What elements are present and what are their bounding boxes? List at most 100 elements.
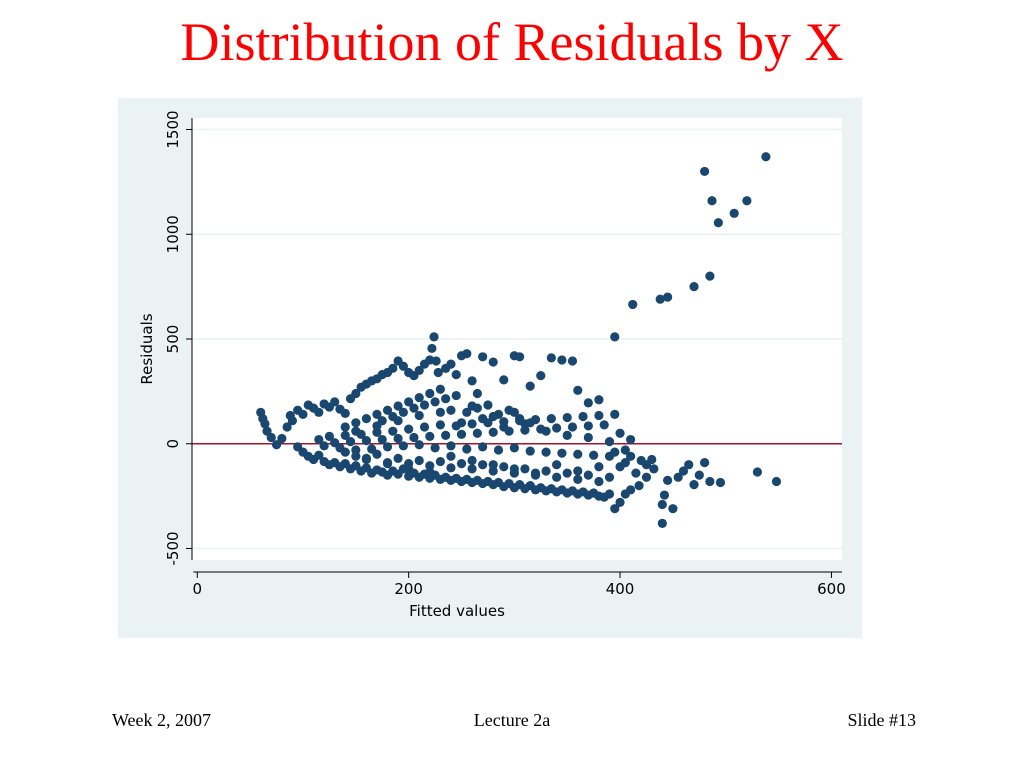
data-point xyxy=(615,428,625,438)
data-point xyxy=(761,152,771,162)
footer-slide-number: Slide #13 xyxy=(847,710,916,730)
data-points xyxy=(256,152,782,528)
data-point xyxy=(314,434,324,445)
footer-date: Week 2, 2007 xyxy=(112,710,212,730)
data-point xyxy=(393,453,403,464)
data-point xyxy=(499,375,509,385)
y-tick-label: 0 xyxy=(164,439,182,449)
data-point xyxy=(552,423,562,433)
data-point xyxy=(409,432,419,443)
data-point xyxy=(467,376,477,386)
data-point xyxy=(345,437,356,447)
data-point xyxy=(446,451,456,461)
data-point xyxy=(388,363,398,373)
data-point xyxy=(435,420,445,430)
data-point xyxy=(478,460,488,470)
data-point xyxy=(393,401,403,411)
data-point xyxy=(478,442,488,452)
data-point xyxy=(446,463,456,473)
data-point xyxy=(404,397,414,407)
data-point xyxy=(456,418,467,428)
data-point xyxy=(594,462,604,472)
data-point xyxy=(634,481,644,491)
y-tick-label: 500 xyxy=(164,325,182,354)
data-point xyxy=(456,459,467,469)
data-point xyxy=(372,449,382,459)
data-point xyxy=(425,467,435,477)
data-point xyxy=(427,343,437,354)
data-point xyxy=(583,421,593,431)
data-point xyxy=(446,405,456,415)
data-point xyxy=(260,419,270,429)
data-point xyxy=(282,422,292,432)
data-point xyxy=(663,292,673,302)
x-tick-label: 0 xyxy=(193,580,203,598)
data-point xyxy=(663,475,673,485)
data-point xyxy=(430,443,440,453)
axes: -500 0 500 1000 1500 0 200 400 600 xyxy=(164,110,846,598)
data-point xyxy=(467,455,477,466)
data-point xyxy=(441,394,451,404)
data-point xyxy=(488,460,498,470)
data-point xyxy=(615,497,625,507)
data-point xyxy=(626,485,636,495)
data-point xyxy=(689,282,699,292)
data-point xyxy=(668,504,678,514)
data-point xyxy=(752,467,763,477)
data-point xyxy=(515,352,525,362)
data-point xyxy=(604,451,615,461)
data-point xyxy=(488,466,498,476)
data-point xyxy=(689,479,699,490)
data-point xyxy=(659,490,670,500)
data-point xyxy=(626,434,636,445)
data-point xyxy=(541,447,551,457)
data-point xyxy=(610,409,620,420)
data-point xyxy=(462,349,472,359)
data-point xyxy=(657,518,667,528)
data-point xyxy=(541,466,551,476)
data-point xyxy=(647,454,657,465)
data-point xyxy=(467,419,477,429)
data-point xyxy=(541,426,551,436)
data-point xyxy=(462,444,472,454)
data-point xyxy=(351,418,361,428)
data-point xyxy=(488,427,498,437)
data-point xyxy=(298,409,308,420)
data-point xyxy=(573,474,583,484)
data-point xyxy=(425,388,435,399)
data-point xyxy=(509,464,519,474)
data-point xyxy=(573,466,583,476)
data-point xyxy=(446,441,456,451)
data-point xyxy=(493,445,504,455)
data-point xyxy=(351,445,361,455)
data-point xyxy=(657,499,667,510)
data-point xyxy=(631,468,641,478)
data-point xyxy=(509,443,519,453)
data-point xyxy=(414,365,424,376)
data-point xyxy=(382,442,393,452)
data-point xyxy=(620,445,630,455)
data-point xyxy=(520,419,530,429)
data-point xyxy=(351,426,361,436)
data-point xyxy=(594,395,604,405)
data-point xyxy=(713,218,723,228)
data-point xyxy=(393,416,403,426)
data-point xyxy=(314,407,324,417)
data-point xyxy=(573,385,583,395)
data-point xyxy=(705,476,715,487)
data-point xyxy=(729,208,739,218)
data-point xyxy=(509,407,519,417)
data-point xyxy=(620,457,630,468)
data-point xyxy=(604,437,615,447)
data-point xyxy=(433,367,443,378)
data-point xyxy=(499,462,509,472)
data-point xyxy=(319,441,329,451)
y-tick-label: -500 xyxy=(164,531,182,565)
data-point xyxy=(382,405,393,415)
data-point xyxy=(441,430,451,440)
data-point xyxy=(552,472,562,482)
data-point xyxy=(430,397,440,407)
data-point xyxy=(404,424,414,434)
data-point xyxy=(446,359,456,369)
data-point xyxy=(435,384,445,394)
